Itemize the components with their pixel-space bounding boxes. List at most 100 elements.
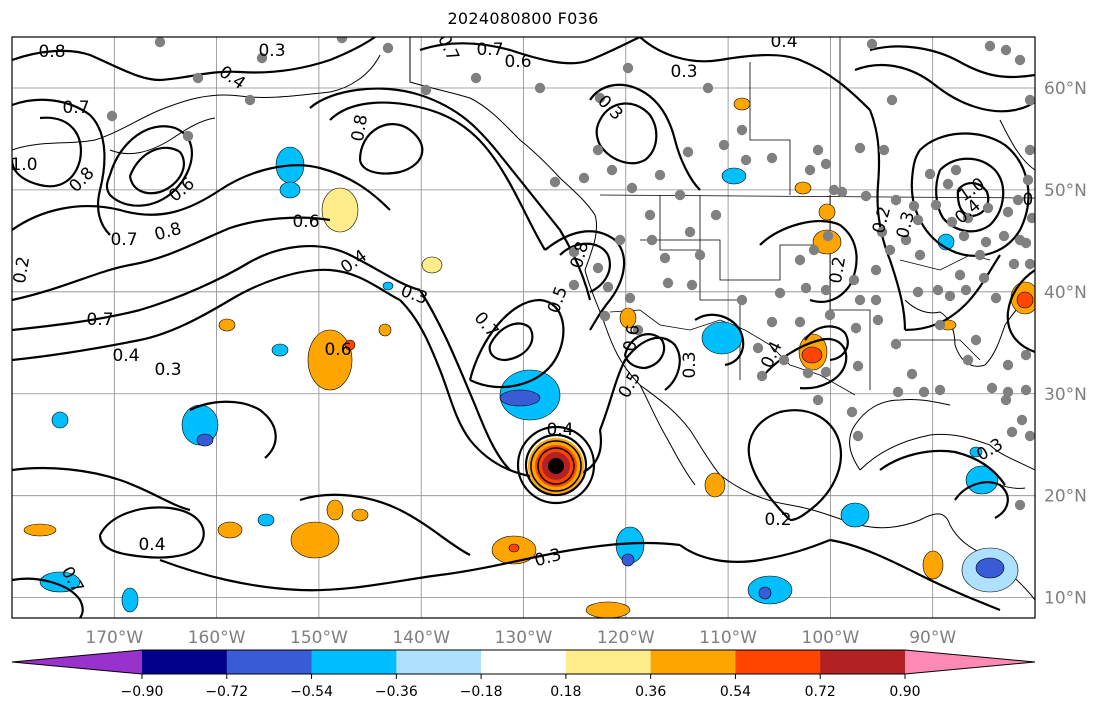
station-marker (602, 281, 614, 293)
station-marker (860, 190, 872, 202)
longitude-label: 140°W (392, 628, 450, 648)
station-marker (774, 287, 786, 299)
contour-value-label: 0.3 (258, 41, 285, 61)
longitude-label: 150°W (290, 628, 348, 648)
colorbar-swatch (650, 650, 736, 674)
shaded-area (812, 229, 842, 255)
shaded-area (922, 550, 944, 580)
colorbar-swatch (396, 650, 482, 674)
station-marker (1014, 234, 1026, 246)
shaded-area (218, 318, 236, 332)
station-marker (736, 124, 748, 136)
station-marker (828, 184, 840, 196)
station-marker (982, 202, 994, 214)
colorbar-tick-label: −0.90 (121, 684, 164, 700)
longitude-label: 170°W (85, 628, 143, 648)
shaded-area (121, 587, 139, 613)
shaded-field-areas (23, 97, 1035, 618)
colorbar-swatch (565, 650, 652, 674)
station-marker (686, 279, 698, 291)
station-marker (1024, 94, 1035, 106)
shaded-area (975, 557, 1005, 579)
station-marker (702, 82, 714, 94)
station-marker (568, 279, 580, 291)
shaded-area (307, 329, 353, 391)
shaded-area (794, 181, 812, 195)
contour-value-label: 0.2 (10, 255, 34, 285)
station-marker (382, 42, 394, 54)
station-marker (684, 226, 696, 238)
station-marker (1000, 44, 1012, 56)
station-marker (924, 168, 936, 180)
station-marker (182, 130, 194, 142)
contour-value-label: 0.4 (138, 535, 165, 555)
station-marker (624, 292, 636, 304)
station-marker (934, 384, 946, 396)
shaded-area (257, 513, 275, 527)
station-marker (824, 309, 836, 321)
station-marker (946, 216, 958, 228)
colorbar-swatch (226, 650, 313, 674)
station-marker (822, 230, 834, 242)
latitude-label: 50°N (1044, 181, 1087, 201)
station-marker (594, 92, 606, 104)
shaded-area (326, 499, 344, 521)
station-marker (1002, 359, 1014, 371)
station-marker (740, 154, 752, 166)
colorbar-tick-label: −0.72 (205, 684, 248, 700)
station-marker (756, 370, 768, 382)
station-marker (778, 354, 790, 366)
station-marker (694, 249, 706, 261)
station-marker (890, 338, 902, 350)
station-marker (912, 214, 924, 226)
station-marker (766, 152, 778, 164)
latitude-label: 10°N (1044, 589, 1087, 609)
station-marker (872, 314, 884, 326)
station-marker (930, 199, 942, 211)
shaded-area (965, 465, 999, 495)
station-marker (986, 382, 998, 394)
latitude-label: 30°N (1044, 385, 1087, 405)
shaded-area (271, 343, 289, 357)
contour-value-label: 0.7 (110, 230, 137, 250)
station-marker (848, 274, 860, 286)
station-marker (890, 194, 902, 206)
contour-value-label: 0.6 (620, 323, 644, 353)
shaded-area (196, 433, 214, 447)
station-marker (420, 84, 432, 96)
station-marker (578, 172, 590, 184)
shaded-area (840, 502, 870, 528)
contour-value-label: 0.2 (826, 255, 850, 285)
station-marker (932, 284, 944, 296)
station-marker (908, 200, 920, 212)
colorbar-extend-low (12, 650, 142, 674)
contour-value-label: 0.8 (1022, 190, 1049, 210)
station-marker (549, 176, 561, 188)
station-marker (644, 209, 656, 221)
station-marker (1020, 384, 1032, 396)
colorbar-swatch (735, 650, 821, 674)
shaded-area (621, 553, 635, 567)
station-marker (962, 212, 974, 224)
station-marker (808, 244, 820, 256)
station-marker (820, 284, 832, 296)
station-marker (599, 310, 611, 322)
station-marker (682, 146, 694, 158)
station-marker (1002, 386, 1014, 398)
station-marker (1026, 212, 1035, 224)
station-marker (752, 342, 764, 354)
station-marker (1024, 144, 1035, 156)
contour-value-label: 0.6 (504, 52, 531, 72)
colorbar-tick-label: 0.72 (805, 684, 836, 700)
station-marker (662, 277, 674, 289)
station-marker (154, 37, 166, 48)
station-marker (1022, 174, 1034, 186)
colorbar: −0.90 −0.72 −0.54 −0.36 −0.18 0.18 0.36 0.54 0.7… (11, 649, 1036, 700)
shaded-area (508, 543, 520, 553)
station-marker (1024, 430, 1035, 442)
station-marker (944, 290, 956, 302)
shaded-area (23, 523, 57, 537)
colorbar-swatch (311, 650, 397, 674)
shaded-area (290, 521, 340, 559)
station-marker (1000, 394, 1012, 406)
